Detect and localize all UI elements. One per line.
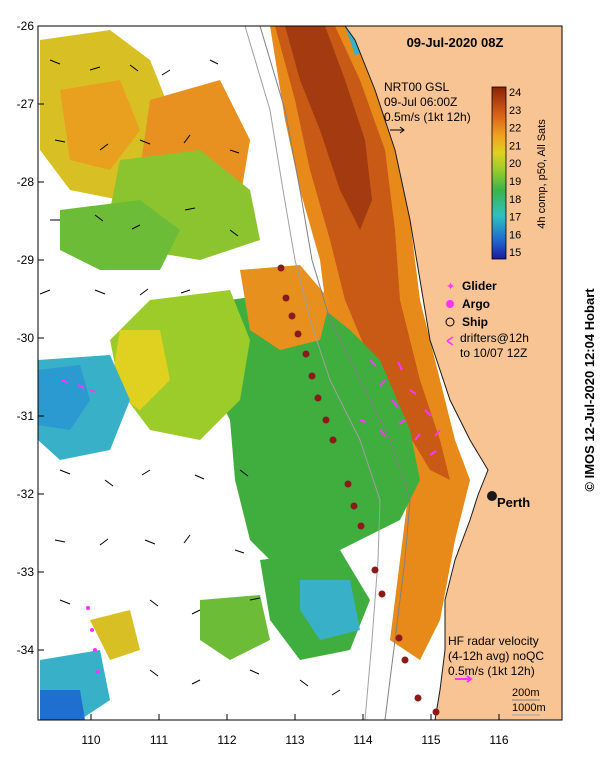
legend-ship: Ship: [462, 315, 488, 329]
lon-label: 116: [489, 733, 508, 747]
product-line-1: NRT00 GSL: [384, 80, 449, 94]
lon-label: 110: [81, 733, 100, 747]
argo-symbol-icon: [446, 300, 454, 308]
lat-label: -31: [17, 409, 35, 423]
lat-label: -28: [17, 175, 35, 189]
lon-label: 114: [353, 733, 372, 747]
latitude-axis: -26 -27 -28 -29 -30 -31 -32 -33 -34: [17, 19, 44, 657]
colorbar-tick-label: 18: [509, 194, 521, 206]
lat-label: -32: [17, 487, 35, 501]
contour-label-200m: 200m: [512, 687, 540, 699]
drifter-tracks: [61, 359, 441, 456]
contour-label-1000m: 1000m: [512, 702, 546, 714]
colorbar-tick-label: 15: [509, 247, 521, 259]
lon-label: 113: [285, 733, 304, 747]
colorbar-tick-label: 21: [509, 140, 521, 152]
colorbar-tick-label: 19: [509, 176, 521, 188]
lat-label: -27: [17, 97, 35, 111]
current-vectors: [39, 59, 341, 696]
perth-marker-icon: [487, 491, 497, 501]
colorbar-tick-label: 23: [509, 105, 521, 117]
legend-drifters-2: to 10/07 12Z: [460, 346, 527, 360]
longitude-axis: 110 111 112 113 114 115 116: [81, 714, 509, 747]
map-frame: [37, 25, 563, 721]
lat-label: -26: [17, 19, 35, 33]
product-line-2: 09-Jul 06:00Z: [384, 95, 457, 109]
lat-label: -33: [17, 565, 35, 579]
map-title: 09-Jul-2020 08Z: [407, 35, 504, 50]
colorbar-tick-label: 20: [509, 158, 521, 170]
legend-drifters-1: drifters@12h: [460, 331, 529, 345]
lat-label: -30: [17, 331, 35, 345]
glider-symbol-icon: ✦: [446, 281, 455, 293]
lon-label: 111: [150, 733, 169, 747]
glider-tracks: [86, 606, 100, 674]
coastline: [344, 26, 489, 720]
ship-symbol-icon: [445, 317, 455, 327]
credit-text: © IMOS 12-Jul-2020 12:04 Hobart: [582, 288, 597, 492]
hf-radar-line-3: 0.5m/s (1kt 12h): [448, 664, 535, 678]
sst-field: [38, 26, 470, 720]
isobath-1000m: [244, 26, 381, 720]
lon-label: 115: [421, 733, 440, 747]
land-mass: [345, 26, 562, 720]
colorbar-caption: 4h comp, p50, All Sats: [536, 119, 548, 229]
colorbar-tick-label: 24: [509, 87, 521, 99]
legend: ✦ Glider Argo Ship drifters@12h to 10/07…: [445, 279, 529, 360]
drifter-symbol-icon: [446, 336, 454, 346]
isobath-200m: [259, 26, 411, 720]
hf-scale-arrow-icon: [455, 675, 473, 683]
lat-label: -29: [17, 253, 35, 267]
product-line-3: 0.5m/s (1kt 12h): [384, 110, 471, 124]
city-label: Perth: [497, 495, 530, 510]
hf-radar-line-1: HF radar velocity: [448, 634, 539, 648]
colorbar-tick-label: 16: [509, 229, 521, 241]
lat-label: -34: [17, 643, 35, 657]
colorbar: [491, 86, 507, 260]
legend-argo: Argo: [462, 297, 490, 311]
colorbar-tick-label: 17: [509, 212, 521, 224]
hf-radar-line-2: (4-12h avg) noQC: [448, 649, 544, 663]
colorbar-ticks: 24 23 22 21 20 19 18 17 16 15: [509, 87, 521, 259]
colorbar-tick-label: 22: [509, 123, 521, 135]
scale-arrow-icon: [390, 126, 405, 134]
ship-track: [277, 264, 440, 716]
lon-label: 112: [217, 733, 236, 747]
legend-glider: Glider: [462, 279, 497, 293]
